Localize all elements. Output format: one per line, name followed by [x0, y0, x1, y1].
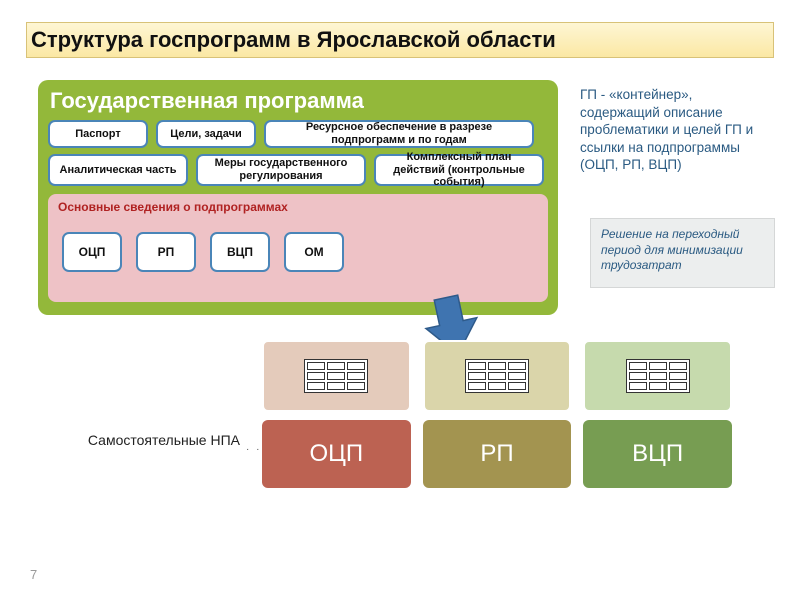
- bottom-row-labels: ОЦП РП ВЦП: [262, 420, 732, 488]
- box-resources: Ресурсное обеспечение в разрезе подпрогр…: [264, 120, 534, 148]
- subprograms-title: Основные сведения о подпрограммах: [58, 200, 538, 214]
- connector-dots: · ·: [246, 444, 261, 455]
- page-title: Структура госпрограмм в Ярославской обла…: [26, 22, 774, 58]
- bottom-grid: ОЦП РП ВЦП: [262, 340, 732, 496]
- subprograms-panel: Основные сведения о подпрограммах ОЦП РП…: [48, 194, 548, 302]
- main-panel-title: Государственная программа: [48, 88, 548, 114]
- bottom-row-tables: [262, 340, 732, 412]
- table-icon: [304, 359, 368, 393]
- sub-row: ОЦП РП ВЦП ОМ: [58, 232, 538, 272]
- table-icon: [465, 359, 529, 393]
- label-ocp: ОЦП: [262, 420, 411, 488]
- cell-table-3: [583, 340, 732, 412]
- side-description: ГП - «контейнер», содержащий описание пр…: [580, 86, 775, 174]
- row1: Паспорт Цели, задачи Ресурсное обеспечен…: [48, 120, 548, 148]
- box-analytical: Аналитическая часть: [48, 154, 188, 186]
- independent-npa-label: Самостоятельные НПА: [80, 432, 240, 450]
- box-goals: Цели, задачи: [156, 120, 256, 148]
- main-program-panel: Государственная программа Паспорт Цели, …: [38, 80, 558, 315]
- cell-table-2: [423, 340, 572, 412]
- sub-om: ОМ: [284, 232, 344, 272]
- callout-note: Решение на переходный период для минимиз…: [590, 218, 775, 288]
- sub-vcp: ВЦП: [210, 232, 270, 272]
- box-plan: Комплексный план действий (контрольные с…: [374, 154, 544, 186]
- cell-table-1: [262, 340, 411, 412]
- box-measures: Меры государственного регулирования: [196, 154, 366, 186]
- label-vcp: ВЦП: [583, 420, 732, 488]
- sub-ocp: ОЦП: [62, 232, 122, 272]
- box-passport: Паспорт: [48, 120, 148, 148]
- sub-rp: РП: [136, 232, 196, 272]
- page-title-text: Структура госпрограмм в Ярославской обла…: [31, 27, 556, 53]
- table-icon: [626, 359, 690, 393]
- page-number: 7: [30, 567, 37, 582]
- row2: Аналитическая часть Меры государственног…: [48, 154, 548, 186]
- label-rp: РП: [423, 420, 572, 488]
